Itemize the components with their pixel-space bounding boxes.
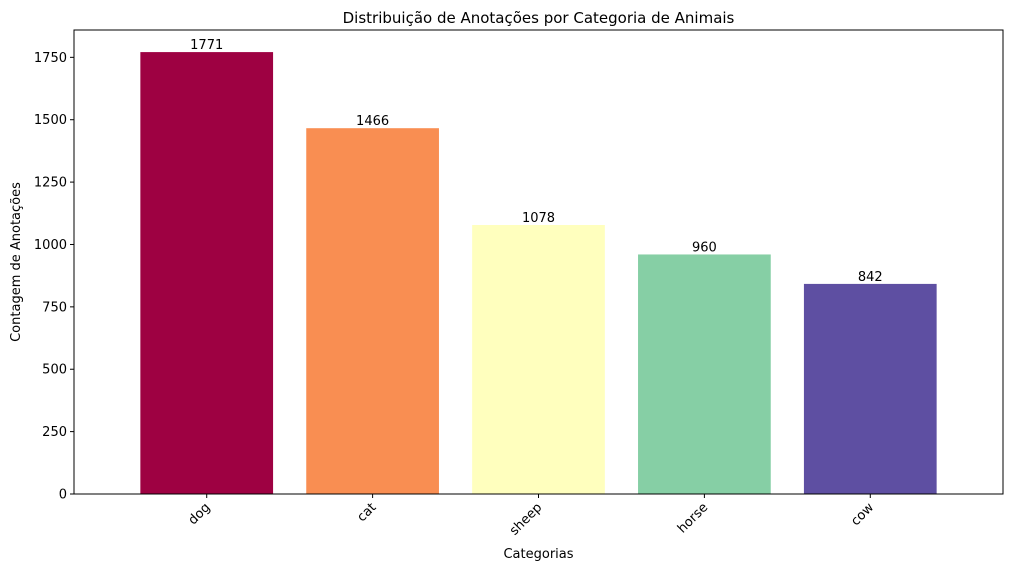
bar-horse bbox=[638, 254, 771, 494]
x-tick-label-cat: cat bbox=[355, 500, 380, 525]
y-tick-label-1250: 1250 bbox=[34, 176, 67, 191]
y-tick-label-1500: 1500 bbox=[34, 113, 67, 128]
y-tick-label-1000: 1000 bbox=[34, 238, 67, 253]
y-tick-label-500: 500 bbox=[42, 363, 67, 378]
y-tick-label-1750: 1750 bbox=[34, 51, 67, 66]
y-axis-label: Contagem de Anotações bbox=[9, 182, 24, 342]
y-tick-label-0: 0 bbox=[59, 488, 67, 503]
data-label-cow: 842 bbox=[858, 270, 883, 285]
data-label-horse: 960 bbox=[692, 240, 717, 255]
bar-dog bbox=[140, 52, 274, 494]
y-tick-label-750: 750 bbox=[42, 300, 67, 315]
chart-title: Distribuição de Anotações por Categoria … bbox=[343, 9, 735, 27]
x-tick-label-sheep: sheep bbox=[507, 500, 545, 538]
x-tick-label-dog: dog bbox=[186, 500, 214, 528]
x-tick-label-horse: horse bbox=[675, 500, 711, 536]
x-tick-label-cow: cow bbox=[848, 500, 877, 529]
x-axis-label: Categorias bbox=[503, 547, 573, 562]
data-label-dog: 1771 bbox=[190, 38, 223, 53]
bars-group bbox=[140, 52, 937, 494]
bar-cat bbox=[306, 128, 439, 494]
y-tick-label-250: 250 bbox=[42, 425, 67, 440]
x-axis: dog cat sheep horse cow bbox=[186, 494, 877, 539]
bar-cow bbox=[803, 283, 937, 494]
y-axis: 0 250 500 750 1000 1250 1500 1750 bbox=[34, 51, 74, 503]
data-label-sheep: 1078 bbox=[522, 211, 555, 226]
plot-frame bbox=[73, 29, 1004, 495]
bar-sheep bbox=[472, 225, 605, 494]
data-labels-group: 1771 1466 1078 960 842 bbox=[190, 38, 883, 285]
data-label-cat: 1466 bbox=[356, 114, 389, 129]
